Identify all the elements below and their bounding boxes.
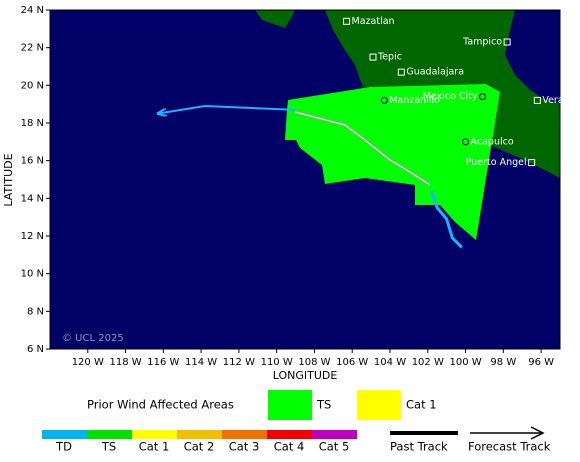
city-marker: [380, 96, 388, 104]
x-tick-label: 96 W: [528, 357, 554, 368]
x-tick-label: 112 W: [223, 357, 255, 368]
city-label: Manzanillo: [389, 95, 440, 106]
legend-swatch: [357, 390, 401, 420]
legend-label: TS: [316, 398, 331, 412]
x-tick-label: 110 W: [261, 357, 293, 368]
y-tick-label: 20 N: [21, 80, 44, 91]
plot-area: [158, 10, 560, 249]
y-tick-label: 8 N: [27, 306, 44, 317]
forecast-track: [158, 105, 296, 114]
scale-label: Cat 5: [319, 440, 350, 454]
city-label: Mazatlan: [352, 16, 395, 27]
scale-label: TD: [55, 440, 72, 454]
scale-label: Cat 4: [274, 440, 305, 454]
x-tick-label: 104 W: [374, 357, 406, 368]
scale-swatch: [177, 430, 222, 439]
legend-label: Cat 1: [406, 398, 437, 412]
y-tick-label: 12 N: [21, 231, 44, 242]
scale-swatch: [132, 430, 177, 439]
x-tick-label: 118 W: [109, 357, 141, 368]
city-label: Puerto Angel: [466, 157, 527, 168]
x-axis-label: LONGITUDE: [273, 369, 338, 382]
scale-label: Cat 1: [139, 440, 170, 454]
city-label: Mexico City: [423, 91, 478, 102]
scale-swatch: [267, 430, 312, 439]
city-label: Acapulco: [471, 136, 514, 147]
track-trace: [294, 111, 431, 186]
scale-label: Cat 3: [229, 440, 260, 454]
y-axis-label: LATITUDE: [2, 153, 15, 206]
legend-swatch: [268, 390, 312, 420]
y-tick-label: 14 N: [21, 193, 44, 204]
x-tick-label: 102 W: [412, 357, 444, 368]
copyright: © UCL 2025: [62, 333, 124, 344]
city-marker: [503, 38, 511, 46]
city-marker: [369, 53, 377, 61]
x-tick-label: 98 W: [490, 357, 516, 368]
city-label: Tepic: [377, 52, 402, 63]
legend-title: Prior Wind Affected Areas: [87, 398, 234, 412]
y-tick-label: 10 N: [21, 269, 44, 280]
scale-label: TS: [101, 440, 116, 454]
y-tick-label: 22 N: [21, 43, 44, 54]
city-marker: [397, 68, 405, 76]
city-marker: [479, 93, 487, 101]
x-tick-label: 106 W: [336, 357, 368, 368]
x-tick-label: 120 W: [72, 357, 104, 368]
city-label: Veracruz: [542, 95, 580, 106]
city-label: Tampico: [462, 37, 502, 48]
past-track: [430, 190, 463, 249]
city-marker: [528, 159, 536, 167]
land: [255, 10, 295, 28]
forecast-arrowhead: [530, 426, 545, 440]
gulf: [505, 10, 560, 103]
x-tick-label: 100 W: [449, 357, 481, 368]
scale-label: Cat 2: [184, 440, 215, 454]
y-tick-label: 6 N: [27, 344, 44, 355]
legend-line-label: Forecast Track: [468, 440, 551, 454]
x-tick-label: 116 W: [147, 357, 179, 368]
x-tick-label: 114 W: [185, 357, 217, 368]
city-label: Guadalajara: [406, 67, 464, 78]
y-tick-label: 18 N: [21, 118, 44, 129]
y-tick-label: 24 N: [21, 5, 44, 16]
scale-swatch: [222, 430, 267, 439]
city-marker: [343, 17, 351, 25]
x-tick-label: 108 W: [298, 357, 330, 368]
scale-swatch: [87, 430, 132, 439]
y-tick-label: 16 N: [21, 156, 44, 167]
legend-line-label: Past Track: [390, 440, 448, 454]
city-marker: [462, 138, 470, 146]
city-marker: [533, 96, 541, 104]
scale-swatch: [42, 430, 87, 439]
scale-swatch: [312, 430, 357, 439]
plot-frame: [49, 9, 561, 350]
